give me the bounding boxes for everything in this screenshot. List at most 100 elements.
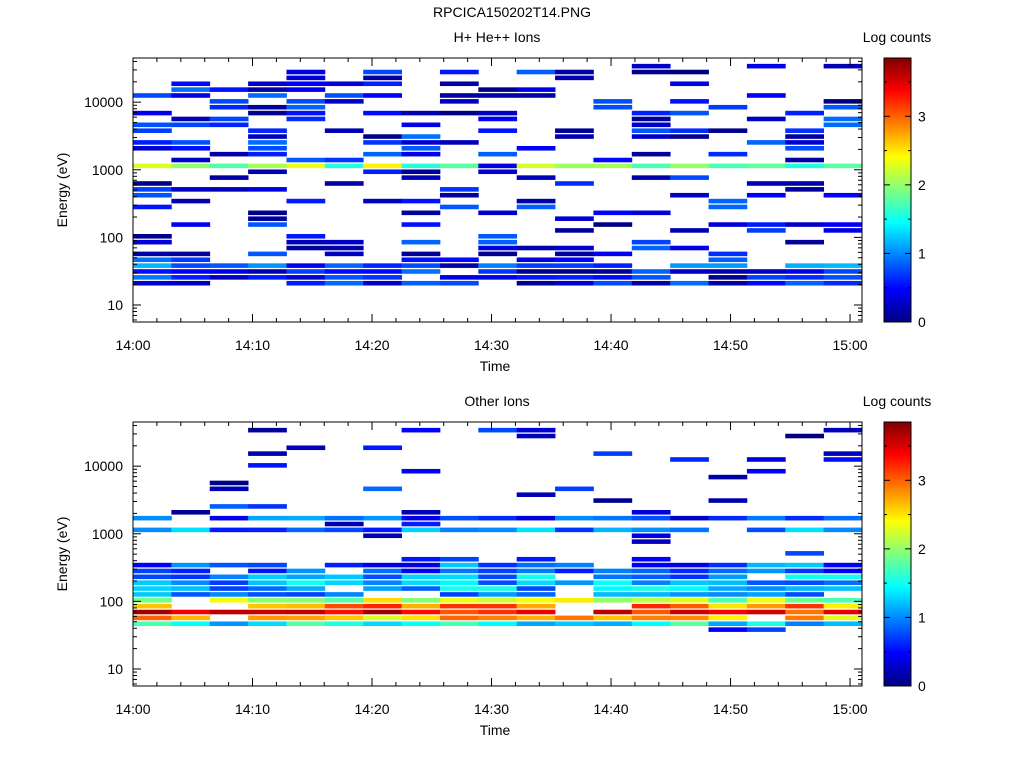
- heatmap-cell: [133, 163, 172, 169]
- heatmap-cell: [286, 245, 326, 251]
- heatmap-cell: [248, 146, 287, 151]
- heatmap-cell: [401, 122, 441, 128]
- heatmap-cell: [746, 598, 786, 603]
- heatmap-cell: [708, 603, 748, 609]
- heatmap-cell: [439, 568, 479, 574]
- x-axis-label: Time: [480, 358, 511, 374]
- heatmap-cell: [478, 586, 518, 591]
- heatmap-cell: [209, 527, 249, 533]
- heatmap-cell: [133, 234, 172, 239]
- heatmap-cell: [171, 146, 211, 151]
- heatmap-cell: [555, 486, 594, 492]
- heatmap-cell: [209, 275, 249, 280]
- y-tick-label: 1000: [92, 526, 123, 542]
- heatmap-cell: [746, 222, 786, 227]
- heatmap-cell: [785, 134, 825, 139]
- heatmap-cell: [324, 245, 364, 251]
- heatmap-cell: [631, 603, 671, 609]
- heatmap-cell: [248, 87, 287, 92]
- heatmap-cell: [171, 592, 211, 597]
- heatmap-cell: [631, 539, 671, 544]
- heatmap-cell: [593, 104, 633, 110]
- y-tick-label: 100: [100, 229, 124, 245]
- heatmap-cell: [401, 586, 441, 591]
- heatmap-cell: [670, 457, 709, 462]
- heatmap-cell: [439, 163, 479, 169]
- heatmap-cell: [363, 562, 402, 568]
- heatmap-cell: [670, 580, 709, 585]
- heatmap-cell: [593, 568, 633, 574]
- heatmap-cell: [401, 146, 441, 151]
- heatmap-cell: [248, 140, 287, 145]
- heatmap-cell: [171, 615, 211, 621]
- heatmap-cell: [209, 122, 249, 128]
- heatmap-cell: [401, 151, 441, 157]
- heatmap-cell: [708, 498, 748, 503]
- heatmap-cell: [401, 110, 441, 116]
- heatmap-cell: [478, 251, 518, 257]
- heatmap-cell: [708, 104, 748, 110]
- heatmap-cell: [248, 110, 287, 116]
- heatmap-cell: [823, 263, 863, 268]
- heatmap-cell: [631, 151, 671, 157]
- heatmap-cell: [171, 574, 211, 580]
- heatmap-cell: [248, 615, 287, 621]
- heatmap-cell: [478, 269, 518, 274]
- heatmap-cell: [823, 568, 863, 574]
- heatmap-cell: [401, 257, 441, 263]
- heatmap-cell: [133, 181, 172, 186]
- heatmap-cell: [133, 580, 172, 585]
- heatmap-cell: [478, 621, 518, 627]
- heatmap-cell: [286, 515, 326, 521]
- heatmap-cell: [593, 586, 633, 591]
- colorbar-label: Log counts: [863, 29, 932, 45]
- heatmap-cell: [823, 280, 863, 286]
- heatmap-cell: [785, 598, 825, 603]
- heatmap-cell: [401, 598, 441, 603]
- heatmap-cell: [248, 210, 287, 216]
- heatmap-cell: [209, 263, 249, 268]
- heatmap-cell: [631, 245, 671, 251]
- heatmap-cell: [593, 498, 633, 503]
- heatmap-cell: [631, 175, 671, 180]
- heatmap-cell: [631, 562, 671, 568]
- heatmap-cell: [286, 527, 326, 533]
- heatmap-cell: [286, 99, 326, 104]
- heatmap-cell: [248, 163, 287, 169]
- heatmap-cell: [631, 122, 671, 128]
- heatmap-cell: [670, 603, 709, 609]
- heatmap-cell: [631, 527, 671, 533]
- y-axis-label: Energy (eV): [54, 517, 70, 592]
- heatmap-cell: [593, 99, 633, 104]
- heatmap-cell: [209, 163, 249, 169]
- heatmap-cell: [286, 157, 326, 163]
- colorbar-tick-label: 1: [918, 609, 926, 625]
- heatmap-cell: [209, 609, 249, 615]
- heatmap-cell: [516, 269, 556, 274]
- heatmap-cell: [516, 198, 556, 204]
- heatmap-cell: [286, 603, 326, 609]
- heatmap-cell: [785, 239, 825, 245]
- heatmap-cell: [133, 615, 172, 621]
- heatmap-cell: [209, 621, 249, 627]
- heatmap-cell: [439, 580, 479, 585]
- heatmap-cell: [171, 275, 211, 280]
- heatmap-cell: [439, 562, 479, 568]
- heatmap-cell: [248, 222, 287, 227]
- heatmap-cell: [401, 521, 441, 527]
- heatmap-cell: [555, 527, 594, 533]
- heatmap-cell: [248, 504, 287, 509]
- heatmap-cell: [785, 580, 825, 585]
- heatmap-cell: [248, 104, 287, 110]
- heatmap-cell: [439, 515, 479, 521]
- heatmap-cell: [248, 81, 287, 87]
- heatmap-cell: [363, 603, 402, 609]
- heatmap-cell: [248, 527, 287, 533]
- heatmap-cell: [746, 457, 786, 462]
- heatmap-cell: [248, 427, 287, 433]
- heatmap-cell: [401, 269, 441, 274]
- heatmap-cell: [286, 69, 326, 75]
- heatmap-cell: [555, 163, 594, 169]
- heatmap-cell: [670, 515, 709, 521]
- heatmap-cell: [708, 280, 748, 286]
